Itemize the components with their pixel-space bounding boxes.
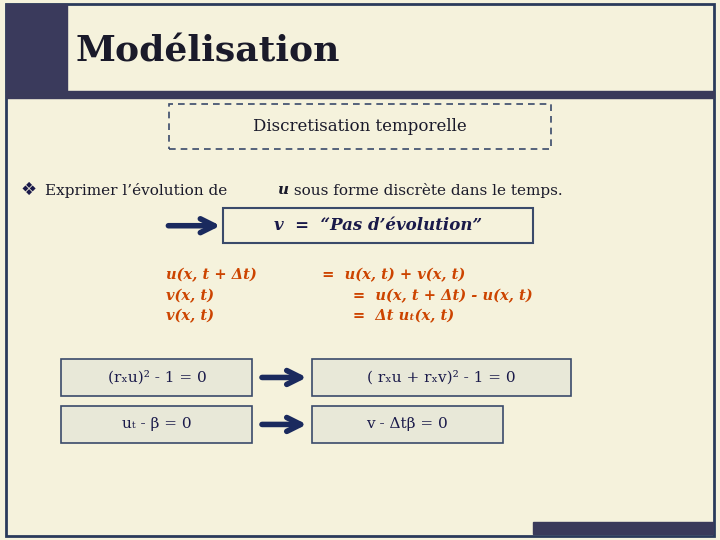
Text: Exprimer l’évolution de: Exprimer l’évolution de [45, 183, 232, 198]
Text: v  =  “Pas d’évolution”: v = “Pas d’évolution” [274, 217, 482, 234]
Text: uₜ - β = 0: uₜ - β = 0 [122, 417, 192, 431]
Text: ( rₓu + rₓv)² - 1 = 0: ( rₓu + rₓv)² - 1 = 0 [367, 370, 516, 384]
FancyBboxPatch shape [61, 359, 252, 396]
FancyBboxPatch shape [169, 104, 551, 148]
Text: v(x, t): v(x, t) [166, 309, 214, 323]
Bar [6, 91, 714, 98]
Text: ❖: ❖ [21, 181, 37, 199]
Text: Modélisation: Modélisation [76, 35, 340, 68]
FancyBboxPatch shape [312, 406, 503, 443]
Text: =  Δt uₜ(x, t): = Δt uₜ(x, t) [317, 309, 454, 323]
FancyBboxPatch shape [61, 406, 252, 443]
Text: v - Δtβ = 0: v - Δtβ = 0 [366, 417, 448, 431]
Text: u(x, t + Δt): u(x, t + Δt) [166, 268, 256, 282]
Text: =  u(x, t) + v(x, t): = u(x, t) + v(x, t) [317, 268, 465, 282]
FancyBboxPatch shape [312, 359, 571, 396]
FancyBboxPatch shape [6, 4, 714, 536]
Bar [533, 522, 713, 534]
Text: v(x, t): v(x, t) [166, 289, 214, 303]
Bar [6, 4, 67, 92]
Text: u: u [277, 183, 288, 197]
Text: =  u(x, t + Δt) - u(x, t): = u(x, t + Δt) - u(x, t) [317, 289, 532, 303]
Text: sous forme discrète dans le temps.: sous forme discrète dans le temps. [289, 183, 563, 198]
FancyBboxPatch shape [223, 208, 533, 243]
Text: (rₓu)² - 1 = 0: (rₓu)² - 1 = 0 [107, 370, 207, 384]
Text: Discretisation temporelle: Discretisation temporelle [253, 118, 467, 135]
